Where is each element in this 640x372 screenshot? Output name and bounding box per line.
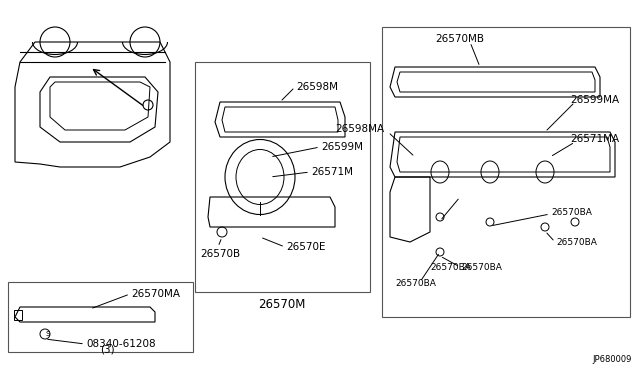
- Text: (3): (3): [100, 345, 115, 355]
- Text: 26570MA: 26570MA: [131, 289, 180, 299]
- Text: 26570BA: 26570BA: [430, 263, 471, 272]
- Bar: [382, 27, 630, 317]
- Text: 26570BA: 26570BA: [551, 208, 592, 217]
- Text: 26570BA: 26570BA: [395, 279, 436, 289]
- Text: 26570B: 26570B: [200, 249, 240, 259]
- Text: 26571MA: 26571MA: [570, 134, 619, 144]
- Bar: [8, 282, 193, 352]
- Text: 26598M: 26598M: [296, 82, 338, 92]
- Text: S: S: [46, 331, 50, 337]
- Text: 26570E: 26570E: [286, 242, 326, 252]
- Text: 26599MA: 26599MA: [570, 95, 619, 105]
- Text: 26570MB: 26570MB: [435, 34, 484, 44]
- Text: 26571M: 26571M: [311, 167, 353, 177]
- Bar: [195, 62, 370, 292]
- Text: 26570BA: 26570BA: [556, 237, 597, 247]
- Text: 26599M: 26599M: [321, 142, 363, 152]
- Bar: [14, 310, 22, 320]
- Text: 26598MA: 26598MA: [335, 124, 384, 134]
- Text: 08340-61208: 08340-61208: [86, 339, 156, 349]
- Text: 26570M: 26570M: [259, 298, 306, 311]
- Text: JP680009: JP680009: [593, 355, 632, 364]
- Text: 26570BA: 26570BA: [461, 263, 502, 272]
